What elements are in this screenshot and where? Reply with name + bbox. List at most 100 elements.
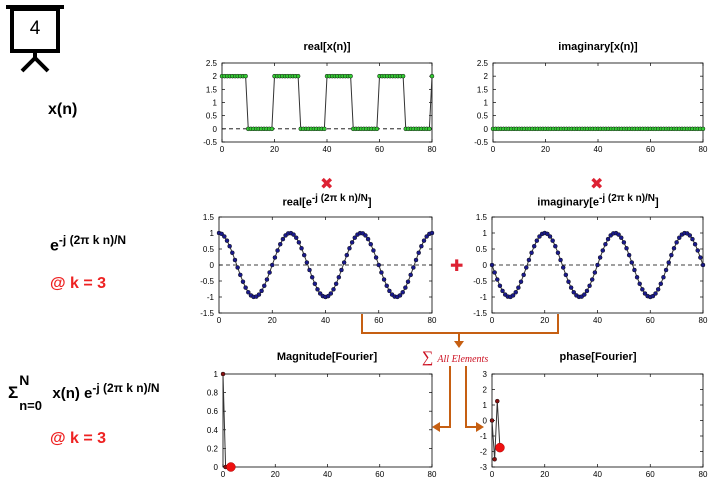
y-tick-label: 0 — [213, 125, 218, 134]
title-imag-e: imaginary[e-j (2π k n)/N] — [537, 193, 659, 209]
x-tick-label: 20 — [541, 145, 550, 154]
data-point — [230, 250, 235, 256]
data-point — [344, 252, 350, 258]
label-xn: x(n) — [48, 101, 78, 118]
x-tick-label: 40 — [323, 145, 332, 154]
data-point — [307, 267, 312, 273]
slide-number: 4 — [29, 18, 41, 39]
y-tick-label: 1 — [214, 370, 219, 379]
data-point — [264, 277, 270, 282]
y-tick-label: 0 — [214, 463, 219, 472]
title-phase: phase[Fourier] — [559, 351, 637, 363]
data-point — [661, 274, 666, 280]
data-point — [365, 236, 371, 242]
data-point — [381, 277, 387, 282]
x-tick-label: 0 — [220, 145, 225, 154]
data-point — [547, 234, 553, 239]
x-tick-label: 80 — [428, 145, 437, 154]
highlight-point — [495, 442, 505, 453]
data-point — [545, 231, 550, 237]
highlight-point — [226, 462, 236, 472]
data-point — [336, 274, 342, 280]
data-point — [275, 248, 280, 253]
data-point — [301, 252, 307, 258]
y-tick-label: 1 — [483, 229, 488, 238]
x-tick-label: 20 — [540, 470, 549, 479]
data-point — [666, 260, 671, 265]
data-point — [677, 235, 682, 240]
axes-frame — [491, 373, 704, 468]
y-tick-label: -1 — [207, 293, 215, 302]
data-point — [537, 234, 542, 239]
data-point — [272, 255, 278, 260]
y-tick-label: 0.5 — [476, 245, 488, 254]
data-point — [304, 260, 310, 265]
y-tick-label: 2 — [213, 72, 218, 81]
data-point — [489, 418, 495, 423]
data-point — [603, 241, 608, 247]
data-point — [534, 238, 540, 243]
data-point — [269, 126, 275, 132]
x-tick-label: 0 — [490, 316, 495, 325]
x-tick-label: 40 — [593, 316, 602, 325]
data-point — [387, 288, 392, 294]
data-point — [416, 250, 421, 256]
data-point — [592, 270, 598, 275]
data-point — [632, 267, 637, 273]
title-real-x: real[x(n)] — [303, 41, 351, 53]
y-tick-label: 0.5 — [206, 112, 218, 121]
y-tick-label: 1.5 — [206, 85, 218, 94]
data-point — [293, 235, 299, 240]
data-point — [510, 293, 516, 298]
y-tick-label: 1.5 — [476, 213, 488, 222]
data-point — [571, 290, 577, 295]
data-point — [424, 234, 429, 239]
data-point — [600, 248, 606, 253]
y-tick-label: -2 — [480, 448, 488, 457]
data-point — [331, 287, 336, 292]
data-point — [616, 232, 621, 237]
data-point — [232, 257, 238, 263]
multiply-icon-right: ✖ — [590, 176, 604, 193]
data-point — [690, 236, 695, 242]
data-point — [513, 290, 518, 295]
y-tick-label: -0.5 — [203, 138, 217, 147]
data-point — [405, 279, 411, 284]
data-point — [376, 262, 381, 268]
data-point — [624, 246, 629, 251]
y-tick-label: 1.5 — [477, 85, 489, 94]
data-point — [497, 283, 503, 289]
data-point — [400, 290, 405, 295]
y-tick-label: 2 — [483, 386, 488, 395]
data-point — [267, 270, 272, 275]
y-tick-label: -0.5 — [473, 277, 487, 286]
data-point — [563, 272, 569, 278]
x-tick-label: 40 — [594, 145, 603, 154]
data-point — [246, 290, 251, 295]
y-tick-label: 0.4 — [207, 426, 219, 435]
data-point — [582, 292, 587, 297]
data-point — [379, 270, 384, 275]
data-point — [492, 457, 497, 462]
data-point — [516, 285, 521, 290]
data-point — [640, 287, 645, 292]
x-tick-label: 60 — [375, 470, 384, 479]
data-point — [240, 279, 246, 284]
data-point — [348, 73, 353, 79]
y-tick-label: 0 — [484, 125, 489, 134]
sum-lower-limit: n=0 — [19, 398, 42, 413]
data-point — [419, 243, 424, 249]
y-tick-label: 2 — [484, 72, 489, 81]
data-point — [495, 398, 500, 404]
data-point — [262, 283, 267, 289]
data-point — [413, 257, 419, 263]
title-real-e: real[e-j (2π k n)/N] — [282, 193, 372, 209]
data-point — [333, 281, 339, 287]
data-point — [219, 231, 224, 237]
data-point — [222, 234, 227, 239]
data-point — [411, 265, 416, 270]
data-point — [698, 255, 703, 260]
x-tick-label: 20 — [271, 470, 280, 479]
sum-expression: x(n) e — [48, 385, 93, 402]
